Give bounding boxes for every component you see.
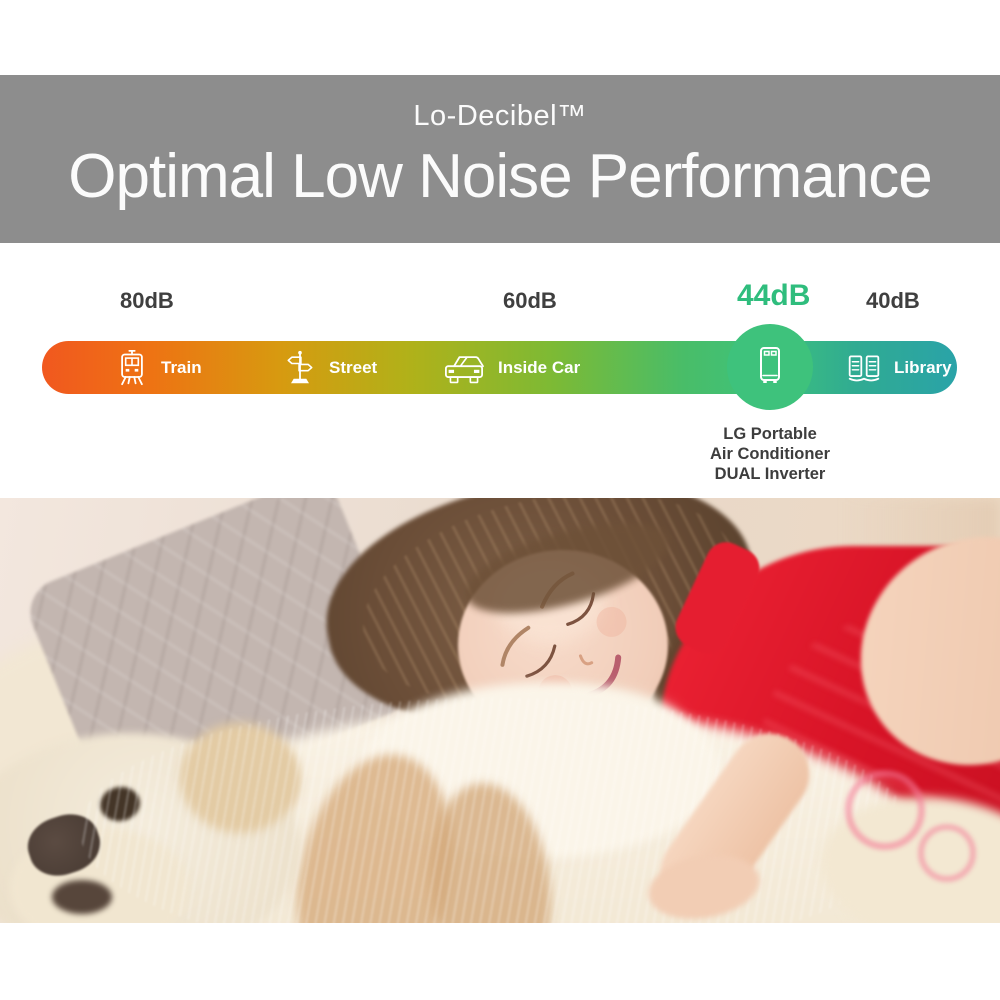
street-sign-icon — [282, 348, 318, 388]
product-caption-line: DUAL Inverter — [714, 465, 826, 483]
db-marker-80: 80dB — [120, 288, 174, 313]
bar-item-train: Train — [114, 341, 202, 394]
bar-item-library: Library — [845, 341, 952, 394]
bar-item-label: Library — [894, 357, 952, 377]
portable-air-conditioner-icon — [749, 342, 791, 393]
product-marker-circle — [727, 324, 813, 410]
product-caption: LG Portable Air Conditioner DUAL Inverte… — [670, 424, 870, 484]
product-caption-line: LG Portable — [723, 425, 817, 443]
bar-item-street: Street — [282, 341, 377, 394]
lifestyle-photo — [0, 498, 1000, 923]
car-icon — [441, 349, 487, 387]
open-book-icon — [845, 351, 883, 385]
decibel-scale-bar: Train Street — [42, 341, 957, 394]
bar-item-label: Street — [329, 357, 378, 377]
product-caption-line: Air Conditioner — [709, 445, 831, 463]
photo-dog-ear — [180, 723, 300, 833]
db-marker-44-highlight: 44dB — [737, 279, 811, 312]
db-marker-40: 40dB — [866, 288, 920, 313]
db-marker-60: 60dB — [503, 288, 557, 313]
page-title: Optimal Low Noise Performance — [68, 142, 932, 211]
train-icon — [114, 348, 150, 388]
photo-dog-mouth — [52, 880, 112, 914]
bar-item-label: Inside Car — [498, 357, 581, 377]
brand-name: Lo-Decibel™ — [413, 100, 587, 132]
photo-dress-print-swirl — [918, 824, 976, 882]
header-banner: Lo-Decibel™ Optimal Low Noise Performanc… — [0, 75, 1000, 243]
photo-dress-print-swirl — [845, 770, 925, 850]
bar-item-inside-car: Inside Car — [441, 341, 580, 394]
bar-item-label: Train — [161, 357, 202, 377]
